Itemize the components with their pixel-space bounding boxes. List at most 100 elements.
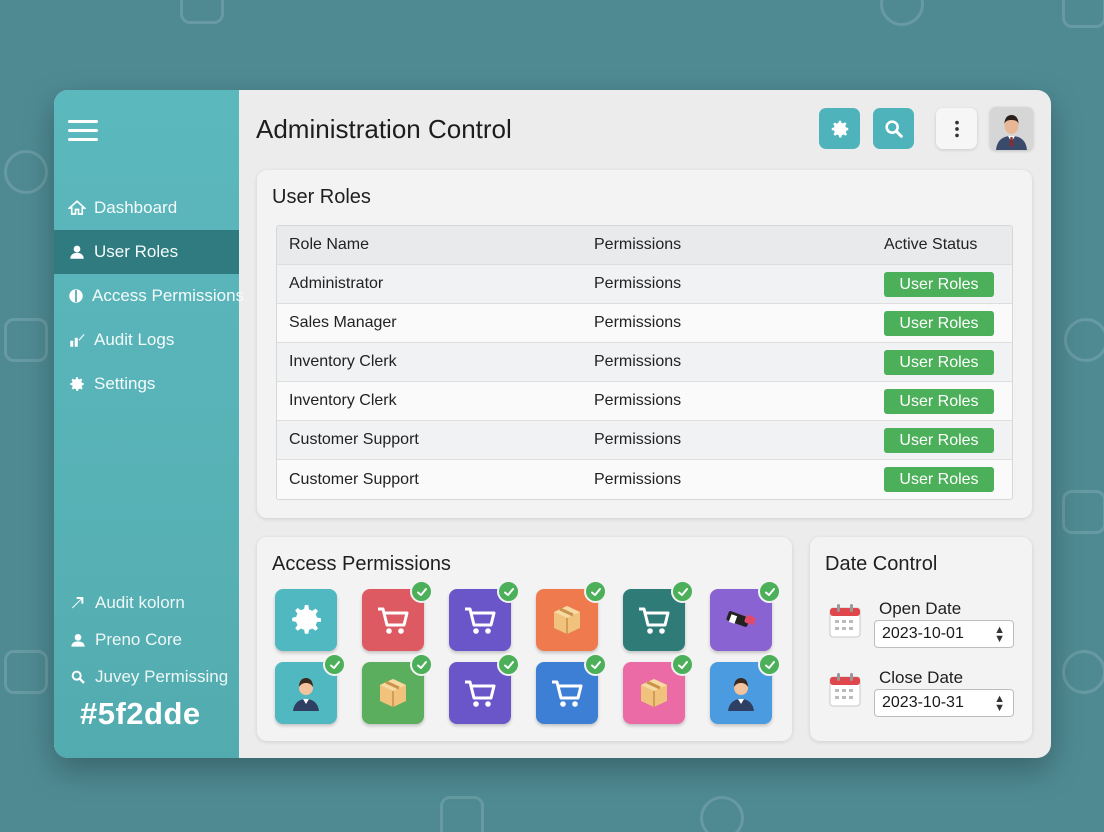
permission-tile-tool[interactable] xyxy=(710,580,781,651)
permission-tile-cart[interactable] xyxy=(362,580,433,651)
search-icon xyxy=(884,119,903,138)
sidebar-bottom-label: Juvey Permissing xyxy=(95,666,229,686)
role-permissions: Permissions xyxy=(594,275,682,292)
check-icon xyxy=(671,580,694,603)
user-avatar[interactable] xyxy=(990,107,1033,150)
access-permissions-title: Access Permissions xyxy=(272,553,451,575)
permission-tile-person[interactable] xyxy=(710,653,781,724)
status-badge[interactable]: User Roles xyxy=(884,349,994,375)
sidebar-nav: Dashboard User Roles Access Permissions … xyxy=(54,186,244,406)
sidebar-item-label: Settings xyxy=(94,374,156,393)
gear-icon xyxy=(831,120,848,138)
permission-tile-cart[interactable] xyxy=(536,653,607,724)
more-vertical-icon xyxy=(954,120,959,137)
table-row[interactable]: Customer Support Permissions User Roles xyxy=(277,421,1012,460)
permission-tile-box[interactable] xyxy=(536,580,607,651)
column-header-role: Role Name xyxy=(289,236,370,253)
role-name: Administrator xyxy=(289,275,384,292)
main-content: Administration Control User Roles xyxy=(239,90,1051,758)
status-badge[interactable]: User Roles xyxy=(884,310,994,336)
more-options-button[interactable] xyxy=(936,108,977,149)
check-icon xyxy=(758,580,781,603)
cart-icon xyxy=(378,607,409,634)
check-icon xyxy=(497,580,520,603)
cart-icon xyxy=(465,607,496,634)
home-icon xyxy=(67,198,87,218)
column-header-permissions: Permissions xyxy=(594,236,682,253)
status-badge[interactable]: User Roles xyxy=(884,427,994,453)
settings-button[interactable] xyxy=(819,108,860,149)
sidebar-item-user-roles[interactable]: User Roles xyxy=(54,230,239,274)
stepper-icon: ▲ ▼ xyxy=(994,624,1005,645)
tool-icon xyxy=(726,611,756,627)
check-icon xyxy=(410,580,433,603)
calendar-icon xyxy=(829,604,861,638)
sidebar: Dashboard User Roles Access Permissions … xyxy=(54,90,244,758)
status-badge[interactable]: User Roles xyxy=(884,388,994,414)
permission-tile-gear[interactable] xyxy=(275,589,337,651)
sidebar-item-settings[interactable]: Settings xyxy=(54,362,239,406)
date-control-title: Date Control xyxy=(825,553,938,575)
page-title: Administration Control xyxy=(256,114,512,144)
close-date-label: Close Date xyxy=(879,668,964,687)
table-row[interactable]: Administrator Permissions User Roles xyxy=(277,265,1012,304)
check-icon xyxy=(671,653,694,676)
role-permissions: Permissions xyxy=(594,470,682,488)
sidebar-item-label: Dashboard xyxy=(94,198,178,217)
permission-tile-box[interactable] xyxy=(623,653,694,724)
permission-tile-box[interactable] xyxy=(362,653,433,724)
cart-icon xyxy=(552,680,583,707)
close-date-value: 2023-10-31 xyxy=(882,694,964,711)
role-permissions: Permissions xyxy=(594,314,682,331)
cart-icon xyxy=(639,607,670,634)
user-roles-card: User Roles Role Name Permissions Active … xyxy=(257,170,1032,518)
sidebar-item-label: Audit Logs xyxy=(94,330,175,349)
role-permissions: Permissions xyxy=(594,392,682,409)
open-date-select[interactable]: 2023-10-01 ▲ ▼ xyxy=(874,620,1014,648)
table-header: Role Name Permissions Active Status xyxy=(277,226,1012,265)
user-icon xyxy=(67,242,87,262)
column-header-status: Active Status xyxy=(884,236,978,253)
sidebar-item-label: User Roles xyxy=(94,242,179,261)
role-permissions: Permissions xyxy=(594,431,682,448)
table-row[interactable]: Customer Support Permissions User Roles xyxy=(277,460,1012,499)
search-icon xyxy=(68,667,88,687)
hex-color-label: #5f2dde xyxy=(80,696,201,731)
role-name: Customer Support xyxy=(289,431,419,448)
user-roles-title: User Roles xyxy=(272,186,371,208)
open-date-value: 2023-10-01 xyxy=(882,625,964,642)
search-button[interactable] xyxy=(873,108,914,149)
person-icon xyxy=(68,630,88,650)
sidebar-item-label: Access Permissions xyxy=(92,286,245,305)
sidebar-bottom-item-core[interactable]: Preno Core xyxy=(54,621,239,658)
sidebar-bottom-item-audit[interactable]: Audit kolorn xyxy=(54,584,239,621)
role-permissions: Permissions xyxy=(594,353,682,370)
arrow-icon xyxy=(68,593,88,613)
sidebar-item-audit-logs[interactable]: Audit Logs xyxy=(54,318,239,362)
sidebar-item-dashboard[interactable]: Dashboard xyxy=(54,186,239,230)
role-name: Customer Support xyxy=(289,470,419,488)
table-row[interactable]: Inventory Clerk Permissions User Roles xyxy=(277,343,1012,382)
sidebar-bottom-nav: Audit kolorn Preno Core Juvey Permissing xyxy=(54,584,239,695)
chart-icon xyxy=(67,330,87,350)
sidebar-item-access-permissions[interactable]: Access Permissions xyxy=(54,274,244,318)
permission-tile-cart[interactable] xyxy=(623,580,694,651)
permission-tile-cart[interactable] xyxy=(449,580,520,651)
close-date-select[interactable]: 2023-10-31 ▲ ▼ xyxy=(874,689,1014,717)
check-icon xyxy=(584,580,607,603)
hamburger-icon[interactable] xyxy=(68,120,98,142)
cart-icon xyxy=(465,680,496,707)
sidebar-bottom-item-permissing[interactable]: Juvey Permissing xyxy=(54,658,239,695)
table-row[interactable]: Inventory Clerk Permissions User Roles xyxy=(277,382,1012,421)
permission-tile-cart[interactable] xyxy=(449,653,520,724)
status-badge[interactable]: User Roles xyxy=(884,467,994,492)
app-window: Dashboard User Roles Access Permissions … xyxy=(54,90,1051,758)
sidebar-bottom-label: Audit kolorn xyxy=(95,592,185,612)
access-permissions-card: Access Permissions xyxy=(257,537,792,741)
permission-tile-person[interactable] xyxy=(275,653,346,724)
role-name: Inventory Clerk xyxy=(289,392,397,409)
table-row[interactable]: Sales Manager Permissions User Roles xyxy=(277,304,1012,343)
status-badge[interactable]: User Roles xyxy=(884,271,994,297)
gear-icon xyxy=(67,374,87,394)
sidebar-bottom-label: Preno Core xyxy=(95,629,182,649)
